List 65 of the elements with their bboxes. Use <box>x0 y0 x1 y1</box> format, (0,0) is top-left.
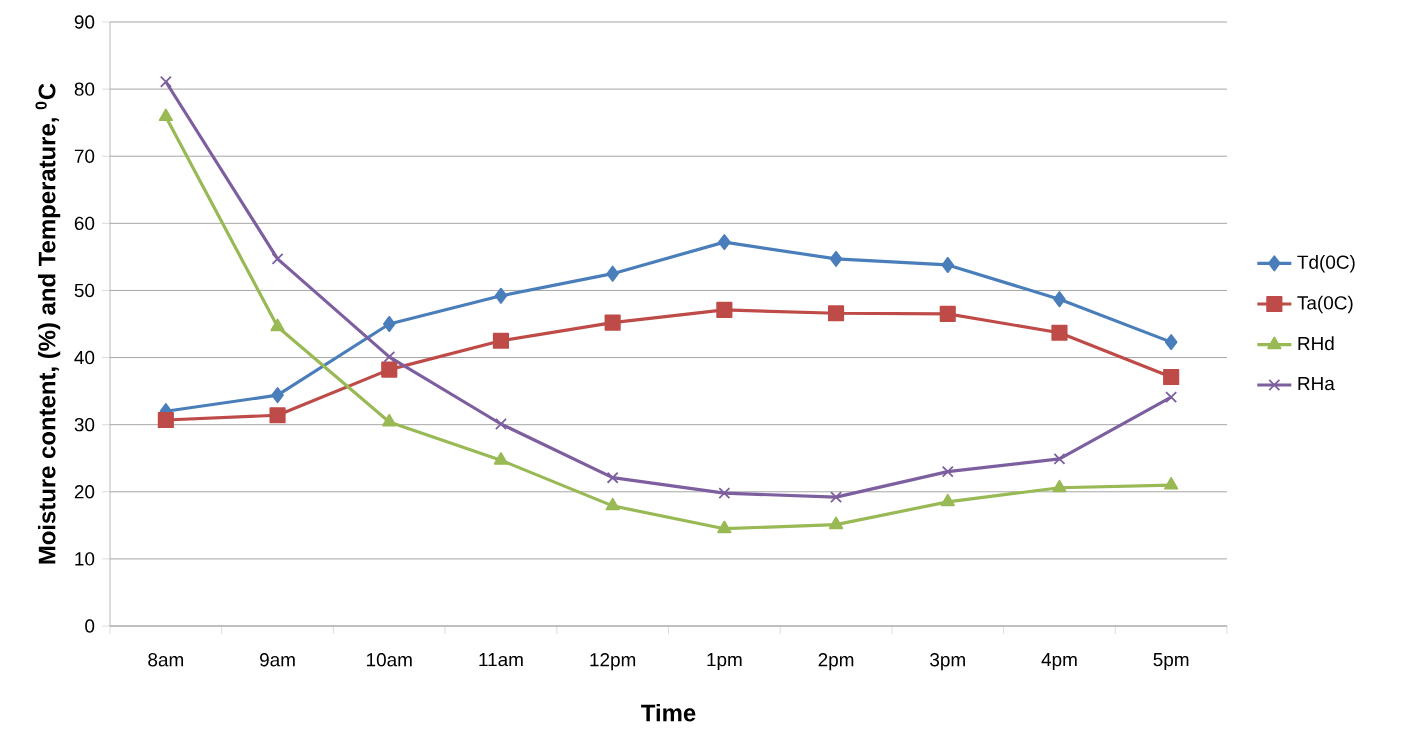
point <box>827 305 845 322</box>
y-tick-label: 90 <box>74 15 95 29</box>
point <box>939 305 956 323</box>
y-tick-label: 10 <box>75 552 95 566</box>
point <box>829 250 843 267</box>
point <box>270 318 285 332</box>
point <box>1164 476 1179 490</box>
point <box>382 413 397 427</box>
point <box>717 520 732 534</box>
point <box>159 75 172 88</box>
point <box>157 411 174 429</box>
point <box>158 108 173 122</box>
point <box>271 387 284 404</box>
y-tick-label: 40 <box>74 350 95 365</box>
y-axis-title: Moisture content, (%) and Temperature, $^{0}$C <box>35 83 61 564</box>
y-tick-label: 60 <box>74 216 95 231</box>
x-tick-label: 5pm <box>1153 653 1189 670</box>
y-tick-label: 30 <box>74 417 95 432</box>
x-tick-label: 1pm <box>707 653 742 670</box>
y-tick-label: 80 <box>74 82 95 96</box>
point <box>940 493 955 507</box>
point <box>1053 452 1066 465</box>
y-tick-label: 70 <box>74 149 95 163</box>
point <box>830 491 843 504</box>
point <box>606 265 619 282</box>
point <box>271 252 284 265</box>
point <box>716 301 733 318</box>
point <box>381 361 398 378</box>
point <box>494 287 508 304</box>
point <box>718 487 731 500</box>
legend-label: Td(0C) <box>1297 254 1355 273</box>
point <box>1052 479 1067 493</box>
point <box>492 332 510 349</box>
x-tick-label: 9am <box>260 653 295 667</box>
x-tick-label: 2pm <box>818 653 854 671</box>
x-axis-title: Time <box>641 703 696 722</box>
point <box>828 516 844 530</box>
point <box>604 314 621 331</box>
point <box>1051 324 1068 341</box>
point <box>718 234 731 251</box>
point <box>269 407 286 424</box>
legend-label: RHa <box>1298 377 1335 391</box>
x-tick-label: 11am <box>479 653 523 667</box>
y-tick-label: 0 <box>85 619 95 633</box>
point <box>494 418 507 430</box>
point <box>1165 391 1178 404</box>
point <box>605 497 620 511</box>
y-tick-label: 20 <box>74 485 95 499</box>
point <box>1164 334 1178 351</box>
x-tick-label: 8am <box>148 653 184 667</box>
point <box>1053 291 1066 308</box>
point <box>383 350 396 363</box>
point <box>493 452 509 465</box>
point <box>606 471 619 484</box>
x-tick-label: 3pm <box>930 653 965 671</box>
point <box>941 465 954 478</box>
x-tick-label: 10am <box>367 653 412 667</box>
point <box>941 256 955 274</box>
legend-label: RHd <box>1298 336 1334 351</box>
legend-label: Ta(0C) <box>1297 295 1353 314</box>
x-tick-label: 4pm <box>1041 653 1077 670</box>
y-tick-label: 50 <box>74 283 95 298</box>
x-tick-label: 12pm <box>590 653 636 671</box>
point <box>1163 368 1180 386</box>
point <box>382 315 396 333</box>
